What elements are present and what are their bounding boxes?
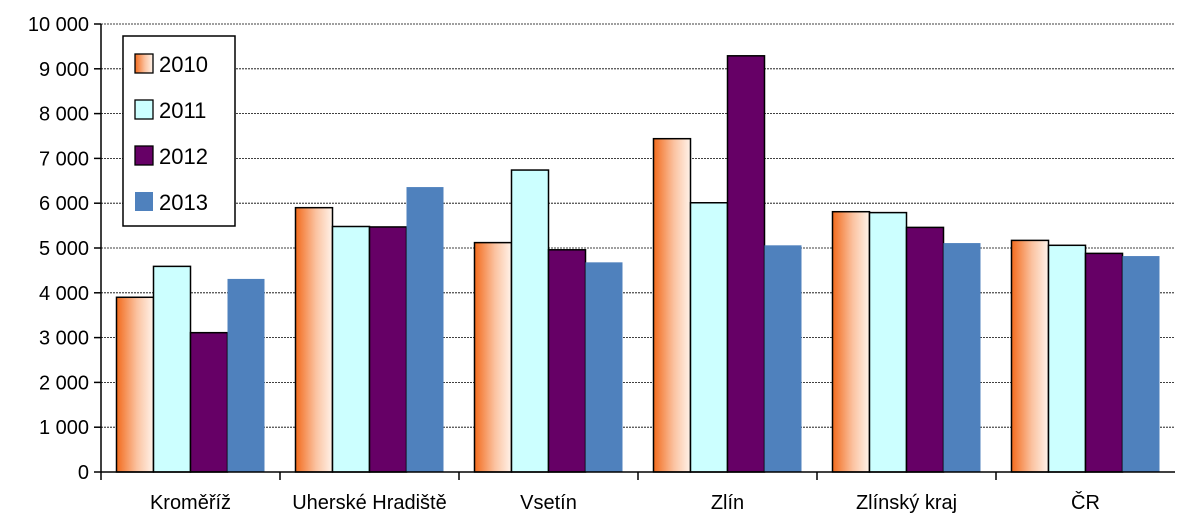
legend-label: 2011 [159, 98, 206, 123]
y-tick-label: 1 000 [39, 417, 89, 439]
bar-2011-5 [1047, 244, 1087, 473]
x-tick-label: Uherské Hradiště [292, 492, 447, 514]
y-tick-label: 8 000 [39, 104, 89, 126]
bar-2013-1 [406, 187, 444, 472]
gridlines [101, 23, 1175, 428]
x-tick-label: Zlínský kraj [856, 492, 957, 514]
legend-swatch-2012 [134, 145, 154, 166]
legend-label: 2012 [159, 144, 208, 169]
x-tick-label: Zlín [711, 492, 744, 514]
y-tick-label: 3 000 [39, 328, 89, 350]
y-tick-label: 6 000 [39, 193, 89, 215]
legend-swatch-2010 [134, 53, 154, 74]
bar-2012-5 [1084, 252, 1124, 473]
x-tick-label: Vsetín [520, 492, 577, 514]
bar-2013-4 [943, 243, 981, 472]
y-tick-label: 7 000 [39, 148, 89, 170]
bar-2010-3 [652, 137, 692, 473]
bar-2013-2 [585, 262, 623, 472]
y-tick-label: 0 [78, 462, 89, 484]
bar-2012-4 [905, 226, 945, 473]
bar-2011-3 [689, 202, 729, 473]
y-tick-label: 4 000 [39, 283, 89, 305]
bars [115, 55, 1160, 473]
bar-2010-0 [115, 296, 155, 473]
y-tick-label: 9 000 [39, 59, 89, 81]
y-tick-label: 10 000 [28, 14, 89, 36]
bar-2013-0 [227, 278, 265, 472]
bar-2011-0 [152, 265, 192, 473]
y-tick-label: 2 000 [39, 372, 89, 394]
legend-label: 2013 [159, 190, 208, 215]
bar-2011-4 [868, 211, 908, 473]
bar-2013-5 [1122, 256, 1160, 472]
bar-2011-2 [510, 169, 550, 473]
bar-2011-1 [331, 225, 371, 473]
y-axis-ticks: 0 1 000 2 000 3 000 4 000 5 000 6 000 7 000 8 00… [28, 14, 101, 484]
legend-label: 2010 [159, 52, 208, 77]
bar-2013-3 [764, 245, 802, 472]
bar-2012-3 [726, 55, 766, 473]
legend-swatch-2013 [135, 192, 153, 211]
x-tick-label: Kroměříž [150, 492, 231, 514]
legend: 2010 2011 2012 2013 [122, 35, 236, 227]
x-tick-label: ČR [1071, 491, 1100, 514]
y-tick-label: 5 000 [39, 238, 89, 260]
legend-swatch-2011 [134, 99, 154, 120]
bar-2010-1 [294, 206, 334, 473]
x-axis-ticks: Kroměříž Uherské Hradiště Vsetín Zlín Zlínsk… [100, 472, 1100, 514]
bar-2012-1 [368, 226, 408, 473]
bar-2012-0 [189, 331, 229, 473]
bar-2010-4 [831, 210, 871, 473]
bar-2010-5 [1010, 239, 1050, 473]
bar-2012-2 [547, 249, 587, 473]
bar-2010-2 [473, 241, 513, 473]
